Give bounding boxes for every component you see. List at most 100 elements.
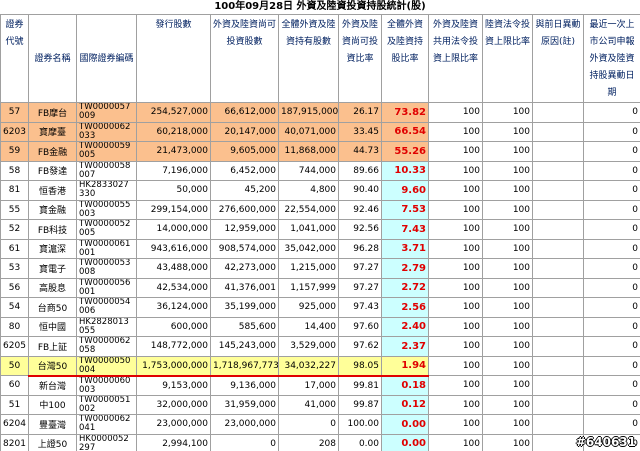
- cell: 台灣50: [28, 355, 77, 377]
- cell: 100: [482, 297, 533, 318]
- cell: 23,000,000: [136, 414, 211, 435]
- table-row: 6205 FB上証 TW0000062058 148,772,000 145,243,0…: [0, 336, 640, 357]
- cell: 10.33: [381, 160, 429, 181]
- cell: 0.00: [381, 414, 429, 435]
- cell: 100: [482, 199, 533, 220]
- cell: 7.53: [381, 199, 429, 220]
- cell: 100: [482, 180, 533, 201]
- cell: 14,400: [278, 316, 339, 337]
- header-cell: 外資及陸資共用法令投資上限比率: [428, 14, 483, 103]
- cell: 1,718,967,773: [210, 355, 279, 377]
- cell: 17,000: [278, 375, 339, 396]
- cell: 73.82: [381, 102, 429, 123]
- cell: 100: [428, 238, 483, 259]
- empty-cell: [532, 336, 584, 357]
- header-cell: 全體外資及陸資持有股數: [278, 14, 339, 103]
- cell: 6204: [0, 414, 29, 435]
- cell: HK0000052297: [76, 433, 137, 451]
- cell: 12,959,000: [210, 219, 279, 240]
- cell: 99.87: [338, 394, 382, 415]
- cell: 145,243,000: [210, 336, 279, 357]
- cell: 0: [583, 375, 640, 396]
- cell: 100: [482, 375, 533, 396]
- cell: 97.62: [338, 336, 382, 357]
- cell: TW0000055003: [76, 199, 137, 220]
- cell: 100: [428, 121, 483, 142]
- cell: 187,915,000: [278, 102, 339, 123]
- cell: 0: [583, 121, 640, 142]
- cell: 0: [583, 297, 640, 318]
- cell: 23,000,000: [210, 414, 279, 435]
- empty-cell: [532, 297, 584, 318]
- header-row: 證券代號 證券名稱 國際證券編碼 發行股數 外資及陸資尚可投資股數 全體外資及陸資持有股數…: [0, 14, 640, 103]
- cell: 100: [428, 277, 483, 298]
- cell: 21,473,000: [136, 141, 211, 162]
- header-cell: 證券名稱: [28, 14, 77, 103]
- cell: 0: [583, 199, 640, 220]
- cell: 1,041,000: [278, 219, 339, 240]
- cell: 100: [482, 219, 533, 240]
- cell: 0: [583, 258, 640, 279]
- cell: 4,800: [278, 180, 339, 201]
- cell: 600,000: [136, 316, 211, 337]
- cell: 97.27: [338, 277, 382, 298]
- table-row: 56 高股息 TW0000056001 42,534,000 41,376,001 1,1…: [0, 277, 640, 298]
- cell: 52: [0, 219, 29, 240]
- header-cell: 與前日異動原因(註): [532, 14, 584, 103]
- cell: 97.43: [338, 297, 382, 318]
- cell: 0.00: [381, 433, 429, 451]
- cell: 89.66: [338, 160, 382, 181]
- cell: 97.60: [338, 316, 382, 337]
- cell: 299,154,000: [136, 199, 211, 220]
- cell: 14,000,000: [136, 219, 211, 240]
- header-cell: 外資及陸資尚可投資比率: [338, 14, 382, 103]
- cell: 58: [0, 160, 29, 181]
- cell: 36,124,000: [136, 297, 211, 318]
- table-row: 52 FB科技 TW0000052005 14,000,000 12,959,000 1,…: [0, 219, 640, 240]
- cell: 35,199,000: [210, 297, 279, 318]
- cell: 0: [278, 414, 339, 435]
- table-row: 59 FB金融 TW0000059005 21,473,000 9,605,000 11,…: [0, 141, 640, 162]
- cell: 9,153,000: [136, 375, 211, 396]
- cell: 2.40: [381, 316, 429, 337]
- watermark: #640631: [575, 435, 636, 449]
- cell: 2.79: [381, 258, 429, 279]
- cell: TW0000054006: [76, 297, 137, 318]
- table-row: 8201 上證50 HK0000052297 2,994,100 0 208 0.00 0.0…: [0, 433, 640, 451]
- header-cell: 全體外資及陸資持股比率: [381, 14, 429, 103]
- cell: 9,136,000: [210, 375, 279, 396]
- cell: 100: [428, 199, 483, 220]
- header-cell: 證券代號: [0, 14, 29, 103]
- cell: 92.56: [338, 219, 382, 240]
- cell: 208: [278, 433, 339, 451]
- cell: 55: [0, 199, 29, 220]
- cell: 9,605,000: [210, 141, 279, 162]
- cell: 744,000: [278, 160, 339, 181]
- cell: 100.00: [338, 414, 382, 435]
- cell: 55.26: [381, 141, 429, 162]
- header-cell: 國際證券編碼: [76, 14, 137, 103]
- cell: 908,574,000: [210, 238, 279, 259]
- table-row: 61 寶滬深 TW0000061001 943,616,000 908,574,000 3…: [0, 238, 640, 259]
- cell: 96.28: [338, 238, 382, 259]
- empty-cell: [532, 414, 584, 435]
- cell: 45,200: [210, 180, 279, 201]
- empty-cell: [532, 238, 584, 259]
- empty-cell: [532, 199, 584, 220]
- cell: 3.71: [381, 238, 429, 259]
- cell: 1.94: [381, 355, 429, 377]
- table-row: 57 FB摩台 TW0000057009 254,527,000 66,612,000 1…: [0, 102, 640, 123]
- cell: 92.46: [338, 199, 382, 220]
- cell: 97.27: [338, 258, 382, 279]
- cell: 0.12: [381, 394, 429, 415]
- cell: 豐臺灣: [28, 414, 77, 435]
- cell: 0: [583, 414, 640, 435]
- holdings-table: 證券代號 證券名稱 國際證券編碼 發行股數 外資及陸資尚可投資股數 全體外資及陸資持有股數…: [0, 14, 640, 451]
- cell: 0: [583, 394, 640, 415]
- cell: 925,000: [278, 297, 339, 318]
- cell: 3,529,000: [278, 336, 339, 357]
- cell: 66.54: [381, 121, 429, 142]
- cell: 100: [482, 238, 533, 259]
- cell: 32,000,000: [136, 394, 211, 415]
- cell: 56: [0, 277, 29, 298]
